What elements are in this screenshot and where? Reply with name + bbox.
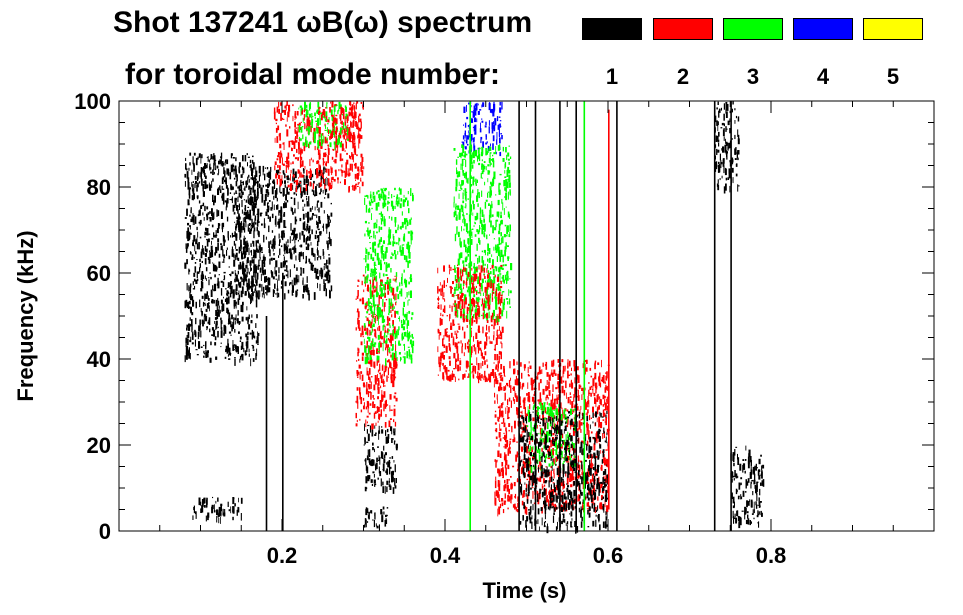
spectral-line-mode-3 — [469, 101, 471, 531]
chart-title-line2: for toroidal mode number: — [125, 58, 500, 91]
legend-swatch-mode-3 — [723, 18, 783, 40]
chart-title-line1: Shot 137241 ωB(ω) spectrum — [113, 6, 533, 39]
spectral-region-mode-2 — [355, 274, 398, 430]
legend-swatch-mode-4 — [793, 18, 853, 40]
axis-ticks — [119, 100, 934, 532]
spectral-region-mode-1 — [192, 496, 243, 524]
legend-swatch-mode-5 — [863, 18, 923, 40]
spectral-region-mode-4 — [461, 101, 503, 157]
y-tick-label: 80 — [87, 175, 111, 200]
x-tick-label: 0.4 — [430, 543, 461, 568]
spectral-line-mode-1 — [730, 101, 732, 531]
legend-label-mode-4: 4 — [816, 64, 830, 89]
spectral-region-mode-1 — [363, 506, 389, 531]
x-tick-label: 0.6 — [593, 543, 624, 568]
spectral-region-mode-1 — [233, 165, 333, 302]
x-axis-label: Time (s) — [483, 578, 567, 603]
spectral-line-mode-1 — [616, 101, 618, 531]
y-tick-label: 0 — [99, 519, 111, 544]
spectral-region-mode-1 — [714, 101, 740, 194]
spectral-line-mode-1 — [534, 101, 537, 531]
spectral-line-mode-2 — [608, 109, 610, 510]
y-tick-label: 60 — [87, 261, 111, 286]
legend-swatch-mode-2 — [653, 18, 713, 40]
legend-label-mode-2: 2 — [676, 64, 690, 89]
spectral-region-mode-1 — [730, 445, 765, 529]
x-tick-label: 0.8 — [756, 543, 787, 568]
spectral-region-mode-3 — [453, 144, 513, 323]
legend-label-mode-5: 5 — [886, 64, 900, 89]
spectral-line-mode-1 — [518, 101, 520, 531]
spectrogram-data — [184, 101, 765, 534]
spectral-region-mode-1 — [363, 423, 398, 494]
spectral-region-mode-3 — [363, 187, 415, 366]
y-tick-label: 100 — [74, 89, 111, 114]
y-axis-label: Frequency (kHz) — [13, 230, 38, 401]
spectral-line-mode-1 — [713, 101, 716, 531]
y-tick-label: 20 — [87, 433, 111, 458]
x-tick-label: 0.2 — [267, 543, 298, 568]
spectral-region-mode-2 — [331, 102, 357, 151]
spectral-line-mode-1 — [575, 101, 577, 531]
spectral-line-mode-1 — [559, 101, 561, 531]
spectral-region-mode-2 — [437, 264, 504, 388]
spectral-line-mode-1 — [265, 316, 268, 531]
legend-label-mode-1: 1 — [605, 64, 619, 89]
spectral-line-mode-1 — [282, 273, 284, 531]
tick-labels: 0.2 0.4 0.6 0.8 0 20 40 60 80 100 — [74, 89, 786, 568]
spectral-region-mode-1 — [184, 152, 260, 367]
spectral-line-mode-3 — [583, 101, 586, 531]
legend-label-mode-3: 3 — [746, 64, 760, 89]
legend-swatch-mode-1 — [582, 18, 642, 40]
y-tick-label: 40 — [87, 347, 111, 372]
